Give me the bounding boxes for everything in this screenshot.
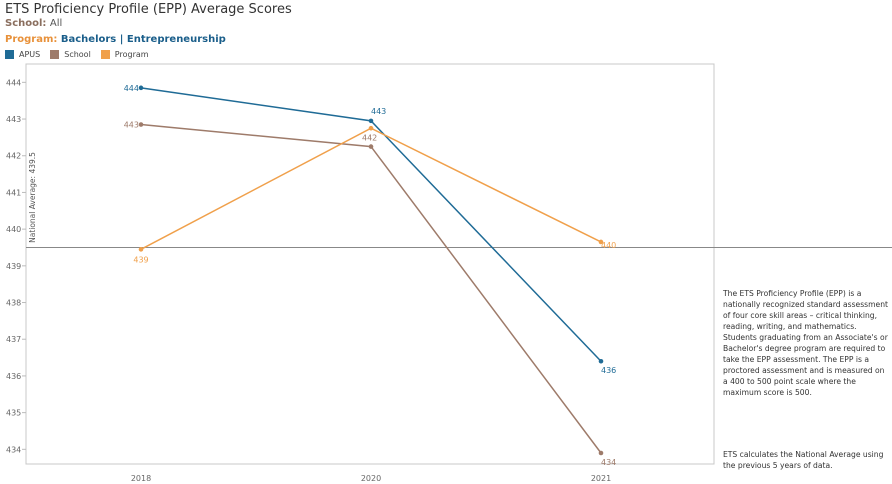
data-point-apus — [598, 358, 604, 364]
program-filter: Program: Bachelors | Entrepreneurship — [5, 34, 226, 45]
y-tick-label: 443 — [6, 115, 21, 124]
data-label-apus: 436 — [601, 366, 616, 375]
x-tick-label: 2020 — [361, 474, 381, 483]
data-label-program: 439 — [133, 255, 148, 264]
data-label-program: 440 — [601, 241, 616, 250]
legend-label-program: Program — [114, 50, 149, 59]
data-point-school — [138, 122, 144, 127]
data-label-apus: 444 — [124, 84, 139, 93]
legend-label-apus: APUS — [19, 50, 41, 59]
data-point-school — [368, 144, 374, 149]
legend-swatch-apus — [5, 50, 14, 59]
legend-item-apus[interactable]: APUS — [5, 50, 40, 59]
y-tick-label: 442 — [6, 152, 21, 161]
national-average-label: National Average: 439.5 — [28, 152, 37, 243]
chart-title: ETS Proficiency Profile (EPP) Average Sc… — [5, 2, 292, 17]
data-point-school — [598, 450, 604, 456]
y-tick-label: 440 — [6, 225, 21, 234]
data-point-apus — [368, 118, 374, 124]
data-label-school: 443 — [124, 121, 139, 130]
y-tick-label: 435 — [6, 409, 21, 418]
x-tick-label: 2018 — [131, 474, 151, 483]
legend-swatch-school — [50, 50, 60, 59]
data-label-apus: 443 — [371, 107, 386, 116]
legend-item-program[interactable]: Program — [100, 50, 149, 59]
plot-area-frame — [25, 63, 715, 465]
y-tick-label: 444 — [6, 78, 21, 87]
epp-description-note: The ETS Proficiency Profile (EPP) is a n… — [723, 289, 888, 397]
data-label-school: 434 — [601, 458, 616, 467]
data-point-program — [598, 239, 604, 245]
y-tick-label: 439 — [6, 262, 21, 271]
y-tick-label: 434 — [6, 445, 21, 454]
national-average-note: ETS calculates the National Average usin… — [723, 450, 884, 470]
data-point-apus — [138, 85, 144, 91]
school-filter-label: School: — [5, 18, 47, 29]
program-filter-value: Bachelors | Entrepreneurship — [60, 34, 226, 45]
school-filter: School: All — [5, 18, 62, 29]
legend-item-school[interactable]: School — [50, 50, 91, 59]
data-label-school: 442 — [362, 134, 377, 143]
data-point-program — [138, 247, 144, 252]
program-filter-label: Program: — [5, 34, 58, 45]
legend-swatch-program — [100, 50, 110, 59]
x-tick-label: 2021 — [591, 474, 611, 483]
legend-label-school: School — [64, 50, 91, 59]
chart-legend: APUS School Program — [5, 50, 149, 59]
y-tick-label: 438 — [6, 299, 21, 308]
y-tick-label: 436 — [6, 372, 21, 381]
y-tick-label: 441 — [6, 188, 21, 197]
y-tick-label: 437 — [6, 335, 21, 344]
school-filter-value: All — [49, 18, 63, 29]
data-point-program — [368, 125, 374, 131]
